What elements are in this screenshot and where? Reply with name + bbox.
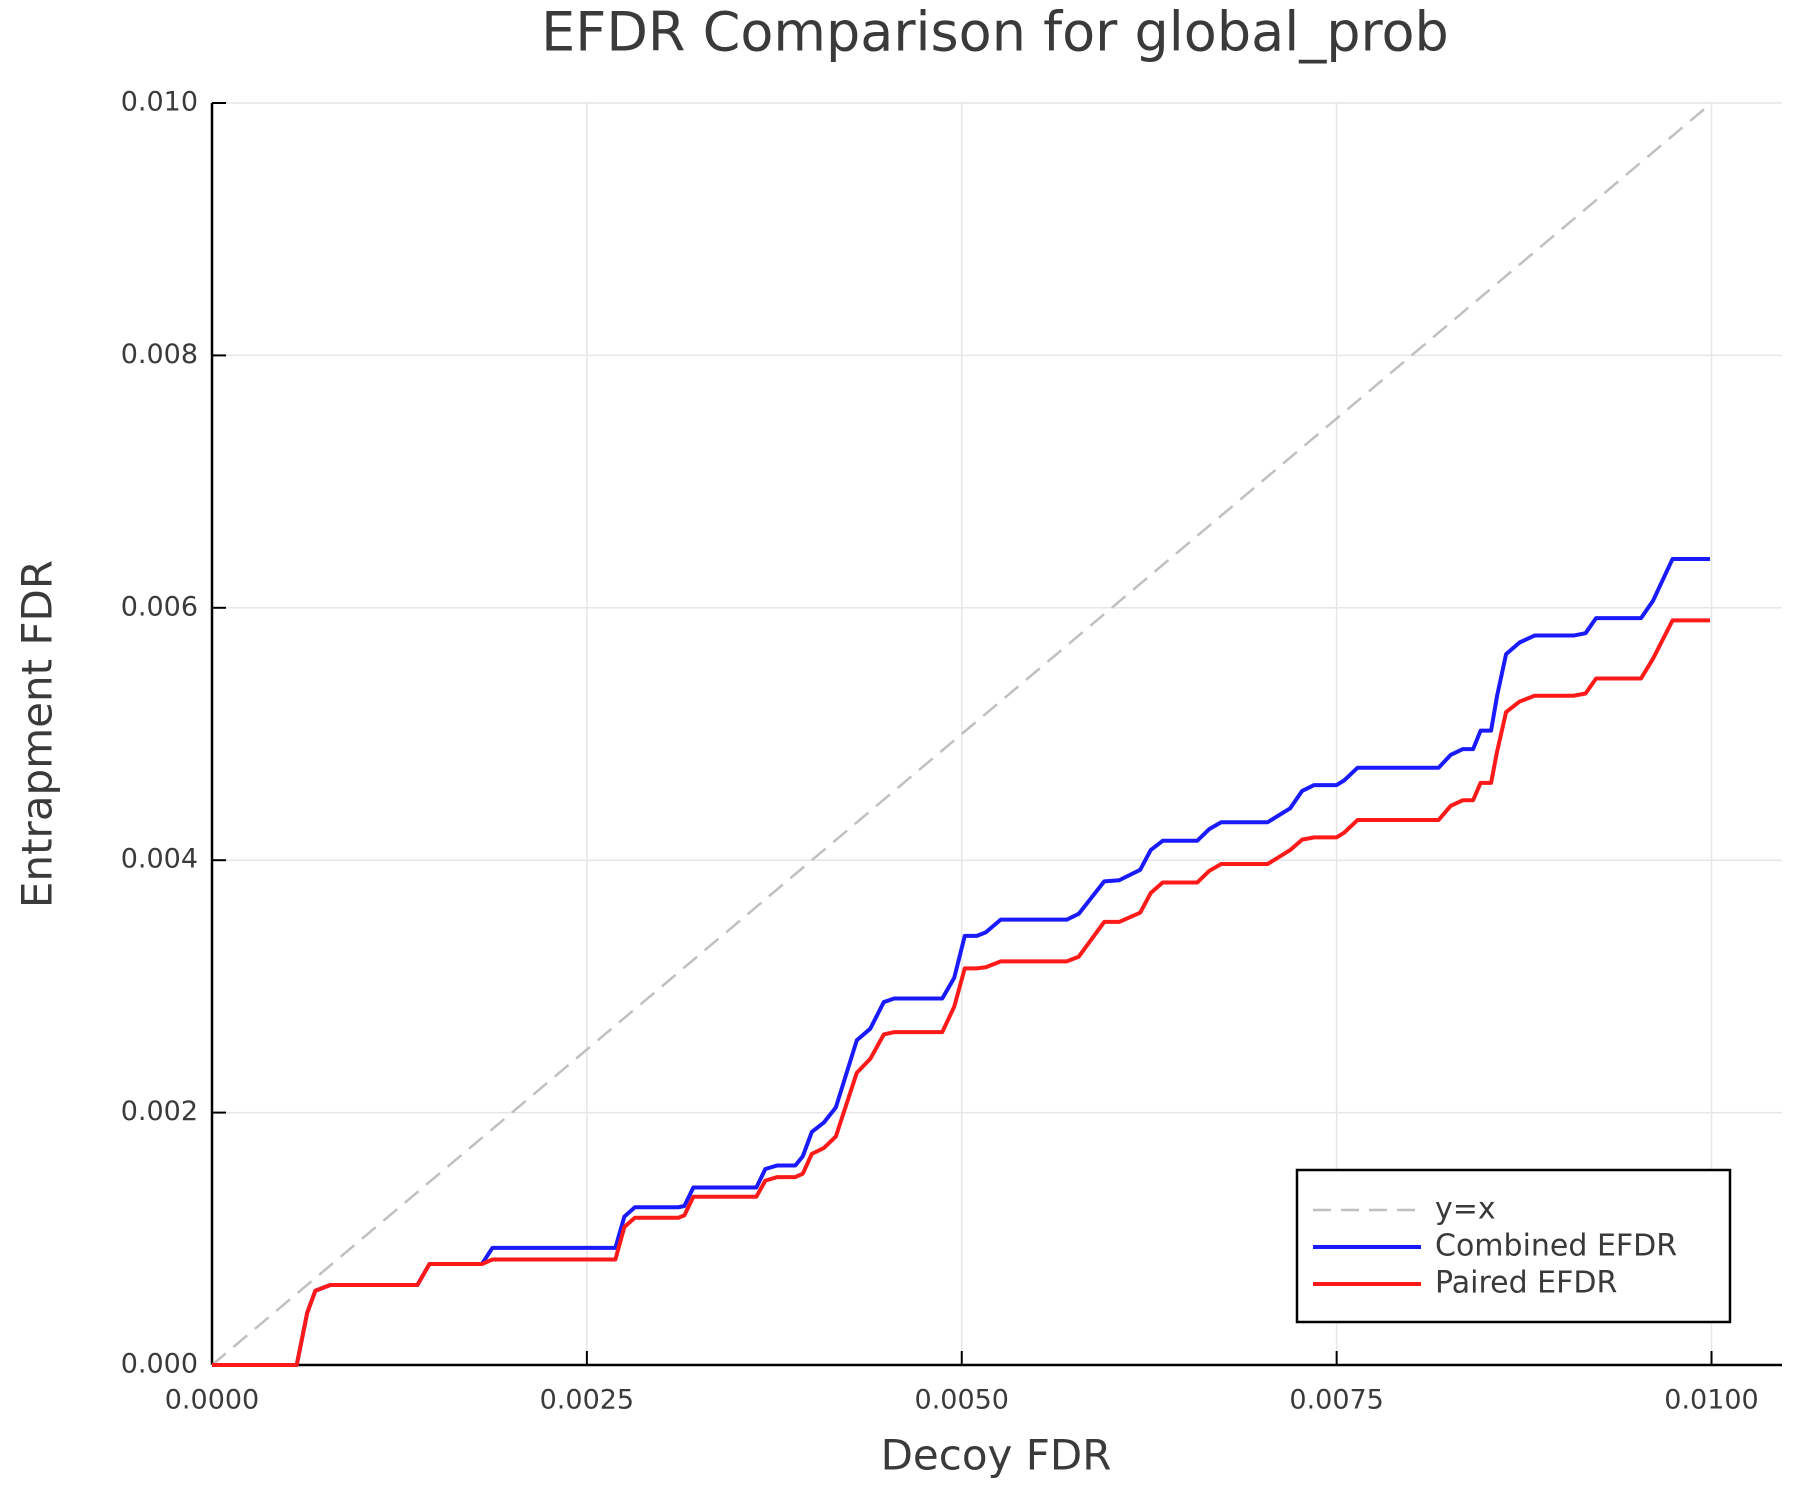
- y-tick-label: 0.000: [121, 1349, 198, 1380]
- x-tick-label: 0.0000: [165, 1385, 259, 1416]
- legend-label: Combined EFDR: [1435, 1229, 1677, 1264]
- y-tick-label: 0.002: [121, 1096, 198, 1127]
- legend-label: y=x: [1435, 1192, 1496, 1227]
- series-line: [211, 102, 1713, 1366]
- series-line: [212, 618, 1711, 1367]
- x-axis-label: Decoy FDR: [881, 1431, 1112, 1480]
- x-tick-label: 0.0025: [540, 1385, 634, 1416]
- y-tick-label: 0.004: [121, 844, 198, 875]
- y-tick-label: 0.008: [121, 339, 198, 370]
- chart-title: EFDR Comparison for global_prob: [541, 1, 1449, 64]
- legend-label: Paired EFDR: [1435, 1266, 1617, 1301]
- series-line: [212, 556, 1711, 1367]
- y-tick-label: 0.010: [121, 87, 198, 118]
- x-tick-label: 0.0100: [1664, 1385, 1758, 1416]
- y-axis-label: Entrapment FDR: [13, 560, 62, 908]
- x-tick-label: 0.0075: [1289, 1385, 1383, 1416]
- x-tick-label: 0.0050: [915, 1385, 1009, 1416]
- y-tick-label: 0.006: [121, 591, 198, 622]
